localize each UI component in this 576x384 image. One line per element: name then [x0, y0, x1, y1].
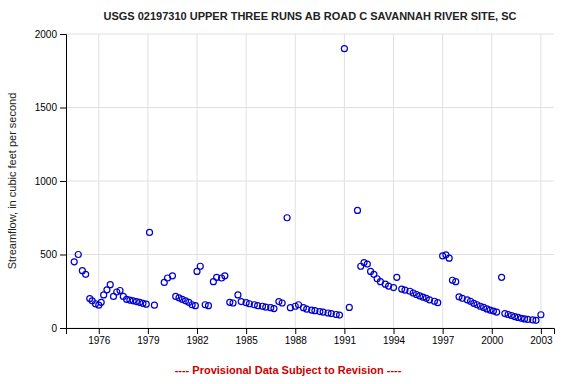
point — [336, 312, 342, 318]
tick-label: 1979 — [137, 335, 160, 346]
point — [538, 312, 544, 318]
point — [391, 285, 397, 291]
point — [271, 306, 277, 312]
point — [205, 303, 211, 309]
tick-mark — [60, 328, 66, 329]
tick-mark — [197, 328, 198, 334]
plot-area: 1976 1979 1982 1985 1988 1991 1994 1997 2000 2003… — [35, 29, 555, 346]
tick-mark — [60, 108, 66, 109]
tick: 1991 — [334, 328, 357, 346]
tick-mark — [60, 34, 66, 35]
tick-mark — [60, 255, 66, 256]
tick-label: 1500 — [35, 102, 58, 113]
tick-label: 1985 — [236, 335, 259, 346]
point — [533, 317, 539, 323]
point — [494, 309, 500, 315]
point — [358, 263, 364, 269]
point — [117, 288, 123, 294]
tick-mark — [443, 328, 444, 334]
point — [341, 46, 347, 52]
point — [169, 273, 175, 279]
tick-mark — [394, 328, 395, 334]
tick-mark — [60, 181, 66, 182]
tick: 1976 — [88, 328, 111, 346]
point — [71, 259, 77, 265]
tick: 2000 — [481, 328, 504, 346]
tick: 500 — [40, 249, 66, 260]
tick: 0 — [51, 323, 66, 334]
tick-label: 1988 — [285, 335, 308, 346]
point — [147, 229, 153, 235]
point — [151, 302, 157, 308]
point — [192, 303, 198, 309]
tick: 1994 — [383, 328, 406, 346]
tick-mark — [344, 328, 345, 334]
title: USGS 02197310 UPPER THREE RUNS AB ROAD C… — [104, 10, 517, 22]
axis-line — [60, 35, 67, 329]
footer-note: ---- Provisional Data Subject to Revisio… — [175, 364, 402, 376]
point — [435, 300, 441, 306]
point — [453, 279, 459, 285]
tick: 2000 — [35, 29, 66, 40]
tick: 2003 — [530, 328, 553, 346]
tick-label: 1976 — [88, 335, 111, 346]
tick-mark — [99, 328, 100, 334]
point — [346, 304, 352, 310]
tick-label: 1991 — [334, 335, 357, 346]
chart: 1976 1979 1982 1985 1988 1991 1994 1997 2000 2003… — [0, 0, 576, 384]
point — [394, 274, 400, 280]
point — [75, 252, 81, 258]
tick-mark — [492, 328, 493, 334]
tick-label: 0 — [51, 323, 57, 334]
tick: 1985 — [236, 328, 259, 346]
point — [446, 255, 452, 261]
points — [71, 46, 544, 324]
point — [143, 301, 149, 307]
grid-line — [66, 254, 554, 255]
tick: 1982 — [186, 328, 209, 346]
tick: 1997 — [432, 328, 455, 346]
point — [197, 263, 203, 269]
tick-label: 1982 — [186, 335, 209, 346]
point — [499, 274, 505, 280]
x-axis: 1976 1979 1982 1985 1988 1991 1994 1997 2000 2003 — [67, 328, 555, 346]
tick: 1500 — [35, 102, 66, 113]
tick-label: 500 — [40, 249, 57, 260]
tick: 1000 — [35, 176, 66, 187]
point — [279, 300, 285, 306]
grid — [66, 34, 554, 328]
tick-label: 2003 — [530, 335, 553, 346]
point — [235, 292, 241, 298]
point — [98, 299, 104, 305]
point — [83, 271, 89, 277]
tick-label: 1997 — [432, 335, 455, 346]
grid-line — [66, 181, 554, 182]
tick: 1979 — [137, 328, 160, 346]
tick-label: 1000 — [35, 176, 58, 187]
point — [284, 215, 290, 221]
tick-label: 2000 — [35, 29, 58, 40]
point — [222, 273, 228, 279]
tick-label: 1994 — [383, 335, 406, 346]
tick: 1988 — [285, 328, 308, 346]
y-axis: 0 500 1000 1500 2000 — [35, 29, 67, 334]
tick-mark — [541, 328, 542, 334]
tick-mark — [246, 328, 247, 334]
point — [354, 207, 360, 213]
grid-line — [66, 34, 554, 35]
point — [79, 268, 85, 274]
tick-label: 2000 — [481, 335, 504, 346]
tick-mark — [295, 328, 296, 334]
y-axis-title: Streamflow, in cubic feet per second — [6, 93, 18, 270]
point — [107, 282, 113, 288]
point — [364, 261, 370, 267]
point — [230, 300, 236, 306]
axis-line — [67, 329, 555, 335]
tick-mark — [148, 328, 149, 334]
grid-line — [66, 107, 554, 108]
